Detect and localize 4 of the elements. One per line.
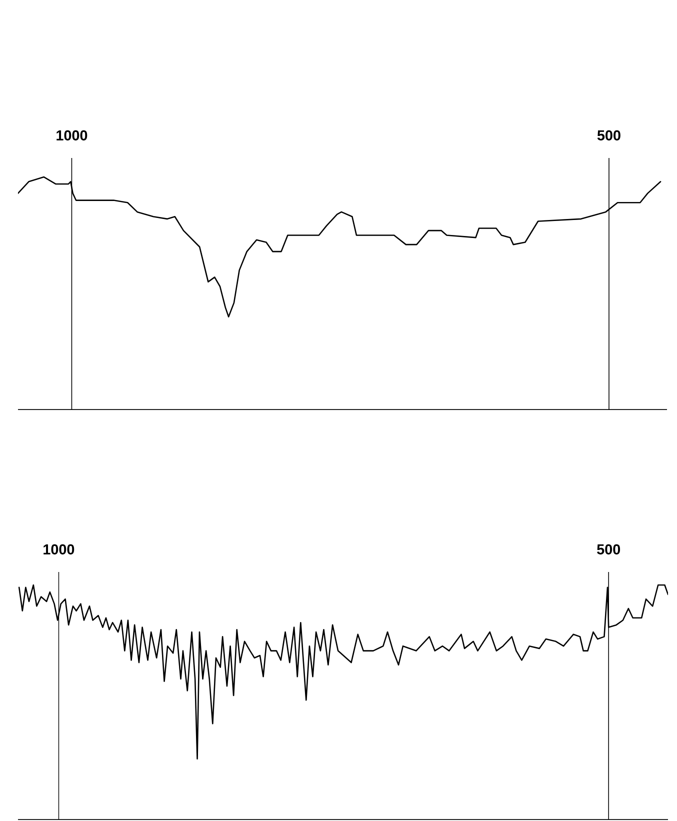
x-tick-label: 500: [597, 544, 620, 554]
x-tick-label: 500: [597, 130, 620, 140]
x-tick-label: 1000: [56, 130, 88, 140]
x-tick-label: 1000: [44, 544, 74, 554]
